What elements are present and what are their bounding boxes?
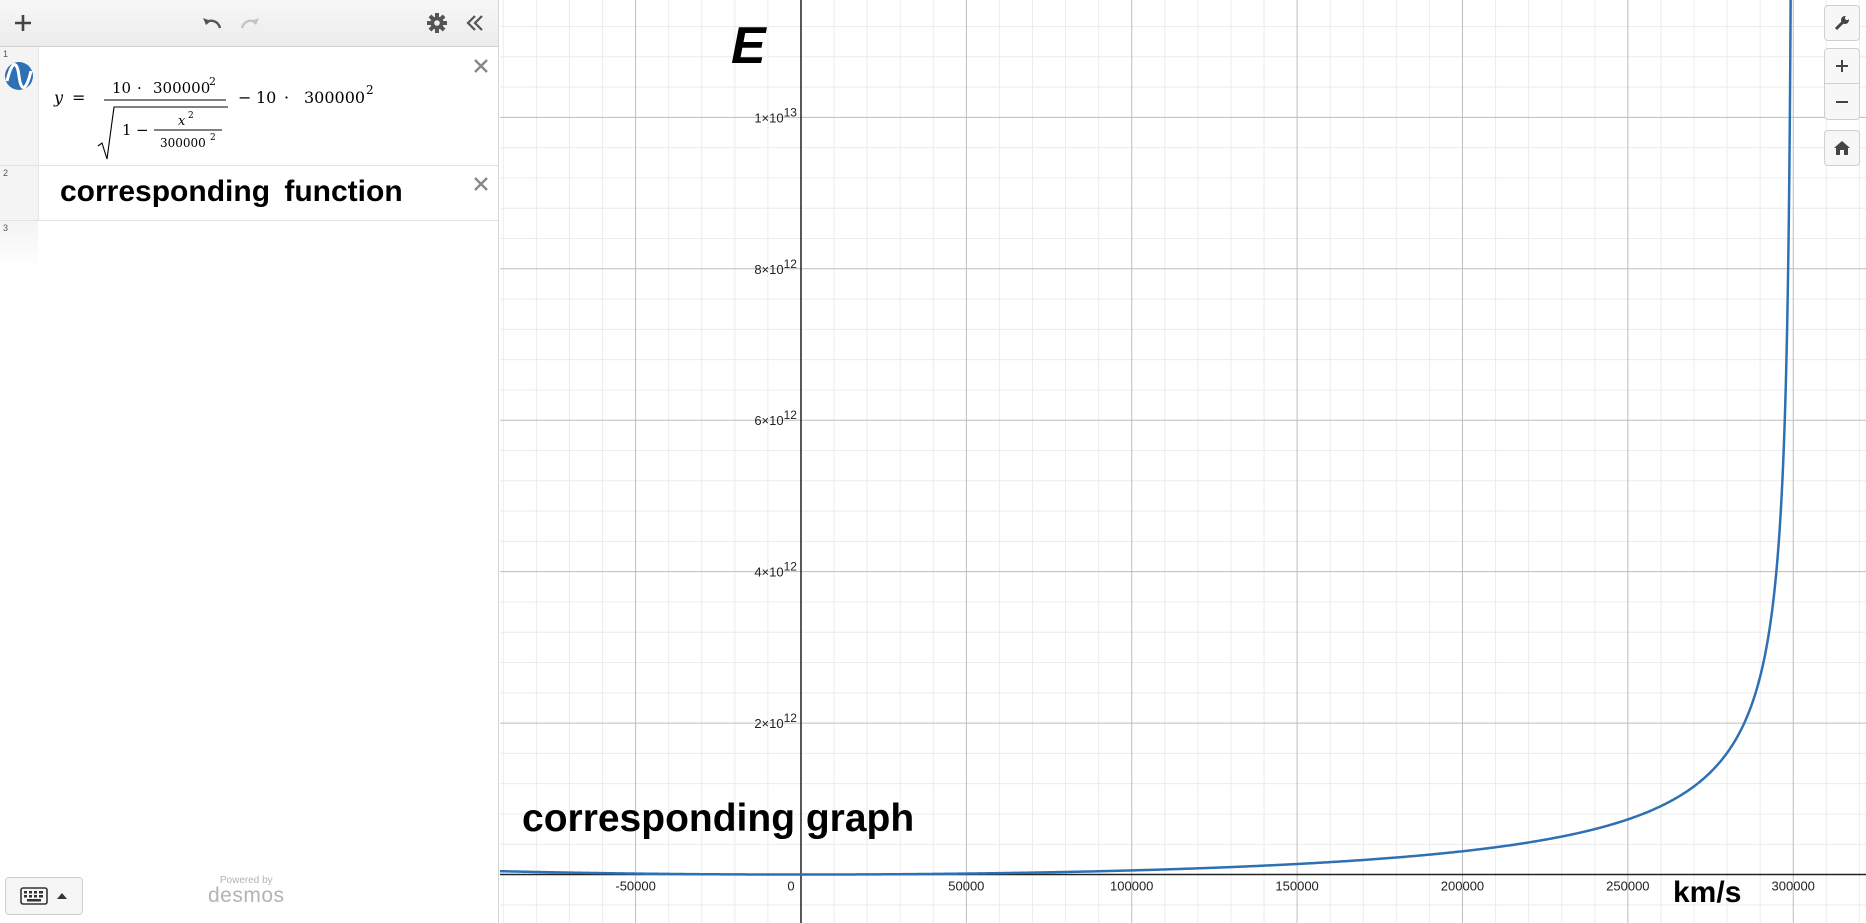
row-number: 3 <box>3 223 9 233</box>
y-tick-label: 1×1013 <box>754 105 797 125</box>
x-tick-label: 200000 <box>1441 879 1484 894</box>
graph-annotation-label: corresponding graph <box>522 797 915 840</box>
collapse-panel-button[interactable] <box>460 8 490 38</box>
x-tick-label: 50000 <box>948 879 984 894</box>
math-expression[interactable]: y = 10 · 300000 2 1 − x 2 300000 2 <box>52 61 392 161</box>
expression-row-3[interactable]: 3 <box>0 221 498 271</box>
default-viewport-button[interactable] <box>1824 130 1860 166</box>
x-tick-label: 300000 <box>1772 879 1815 894</box>
tail-base: 300000 <box>304 88 365 107</box>
graph-settings-button[interactable] <box>1824 5 1860 41</box>
inner-var-exp: 2 <box>188 111 194 121</box>
row-number: 2 <box>3 168 9 178</box>
sqrt-minus: − <box>136 121 149 139</box>
gear-icon <box>427 13 447 33</box>
formula-render: y = 10 · 300000 2 1 − x 2 300000 2 <box>53 75 374 160</box>
undo-icon <box>203 18 222 29</box>
close-icon <box>474 177 488 191</box>
undo-button[interactable] <box>197 8 227 38</box>
zoom-out-button[interactable] <box>1824 84 1860 120</box>
delete-expression-button[interactable] <box>470 55 492 77</box>
row-number: 1 <box>3 49 9 59</box>
wrench-icon <box>1834 16 1849 31</box>
y-tick-label: 4×1012 <box>754 560 797 580</box>
settings-button[interactable] <box>422 8 452 38</box>
caret-up-icon <box>57 893 67 899</box>
x-axis-unit-label: km/s <box>1673 876 1742 909</box>
formula-lhs: y <box>53 88 64 107</box>
close-icon <box>474 59 488 73</box>
delete-expression-button[interactable] <box>470 173 492 195</box>
inner-den: 300000 <box>160 136 206 150</box>
plus-icon <box>1836 60 1848 72</box>
expression-toolbar <box>0 0 498 47</box>
tail-coeff: 10 <box>256 88 276 107</box>
tail-minus: − <box>238 88 251 107</box>
x-tick-label: 250000 <box>1606 879 1649 894</box>
expression-gutter: 2 <box>0 166 39 220</box>
expression-gutter: 3 <box>0 221 38 271</box>
y-tick-labels: 2×1012 4×1012 6×1012 8×1012 1×1013 <box>754 105 797 731</box>
keypad-toggle-button[interactable] <box>5 877 83 915</box>
desmos-logo-text: desmos <box>208 884 285 907</box>
keyboard-icon <box>20 887 48 905</box>
inner-var: x <box>178 114 186 129</box>
powered-by-text: Powered by <box>219 875 273 886</box>
y-tick-label: 6×1012 <box>754 408 797 428</box>
tail-dot: · <box>284 88 289 107</box>
formula-equals: = <box>72 88 85 107</box>
graph-color-toggle-icon[interactable] <box>3 60 35 92</box>
zoom-in-button[interactable] <box>1824 48 1860 84</box>
home-icon <box>1834 141 1850 155</box>
powered-by-desmos[interactable]: Powered by desmos <box>208 875 285 906</box>
tail-exp: 2 <box>366 83 374 97</box>
expression-row-2[interactable]: 2 corresponding function <box>0 166 498 221</box>
x-tick-label: 100000 <box>1110 879 1153 894</box>
plus-icon <box>15 15 31 31</box>
graph-title-label: E <box>731 17 766 75</box>
numerator-dot: · <box>137 79 142 97</box>
expression-gutter: 1 <box>0 47 39 165</box>
y-tick-label: 8×1012 <box>754 257 797 277</box>
double-chevron-left-icon <box>466 15 483 31</box>
numerator-coeff: 10 <box>112 79 131 97</box>
numerator-base: 300000 <box>153 79 210 97</box>
redo-button[interactable] <box>235 8 265 38</box>
sqrt-one: 1 <box>122 121 132 139</box>
x-tick-labels: -50000 0 50000 100000 150000 200000 250000 3000… <box>615 879 1815 894</box>
x-tick-label: 0 <box>787 879 794 894</box>
redo-icon <box>240 18 259 29</box>
graph-plot[interactable]: -50000 0 50000 100000 150000 200000 250000 3000… <box>500 0 1866 923</box>
minor-gridlines <box>500 0 1866 923</box>
y-tick-label: 2×1012 <box>754 711 797 731</box>
function-curve[interactable] <box>500 0 1792 876</box>
note-text[interactable]: corresponding function <box>60 175 403 208</box>
minus-icon <box>1836 100 1848 103</box>
graph-canvas[interactable]: -50000 0 50000 100000 150000 200000 250000 3000… <box>500 0 1866 923</box>
inner-den-exp: 2 <box>210 133 216 143</box>
x-tick-label: -50000 <box>615 879 655 894</box>
expression-list-panel: 1 y = 10 · 300000 2 1 <box>0 0 499 923</box>
numerator-exp: 2 <box>209 75 216 88</box>
x-tick-label: 150000 <box>1275 879 1318 894</box>
expression-row-1[interactable]: 1 y = 10 · 300000 2 1 <box>0 47 498 166</box>
add-item-button[interactable] <box>8 8 38 38</box>
major-gridlines <box>500 0 1866 923</box>
